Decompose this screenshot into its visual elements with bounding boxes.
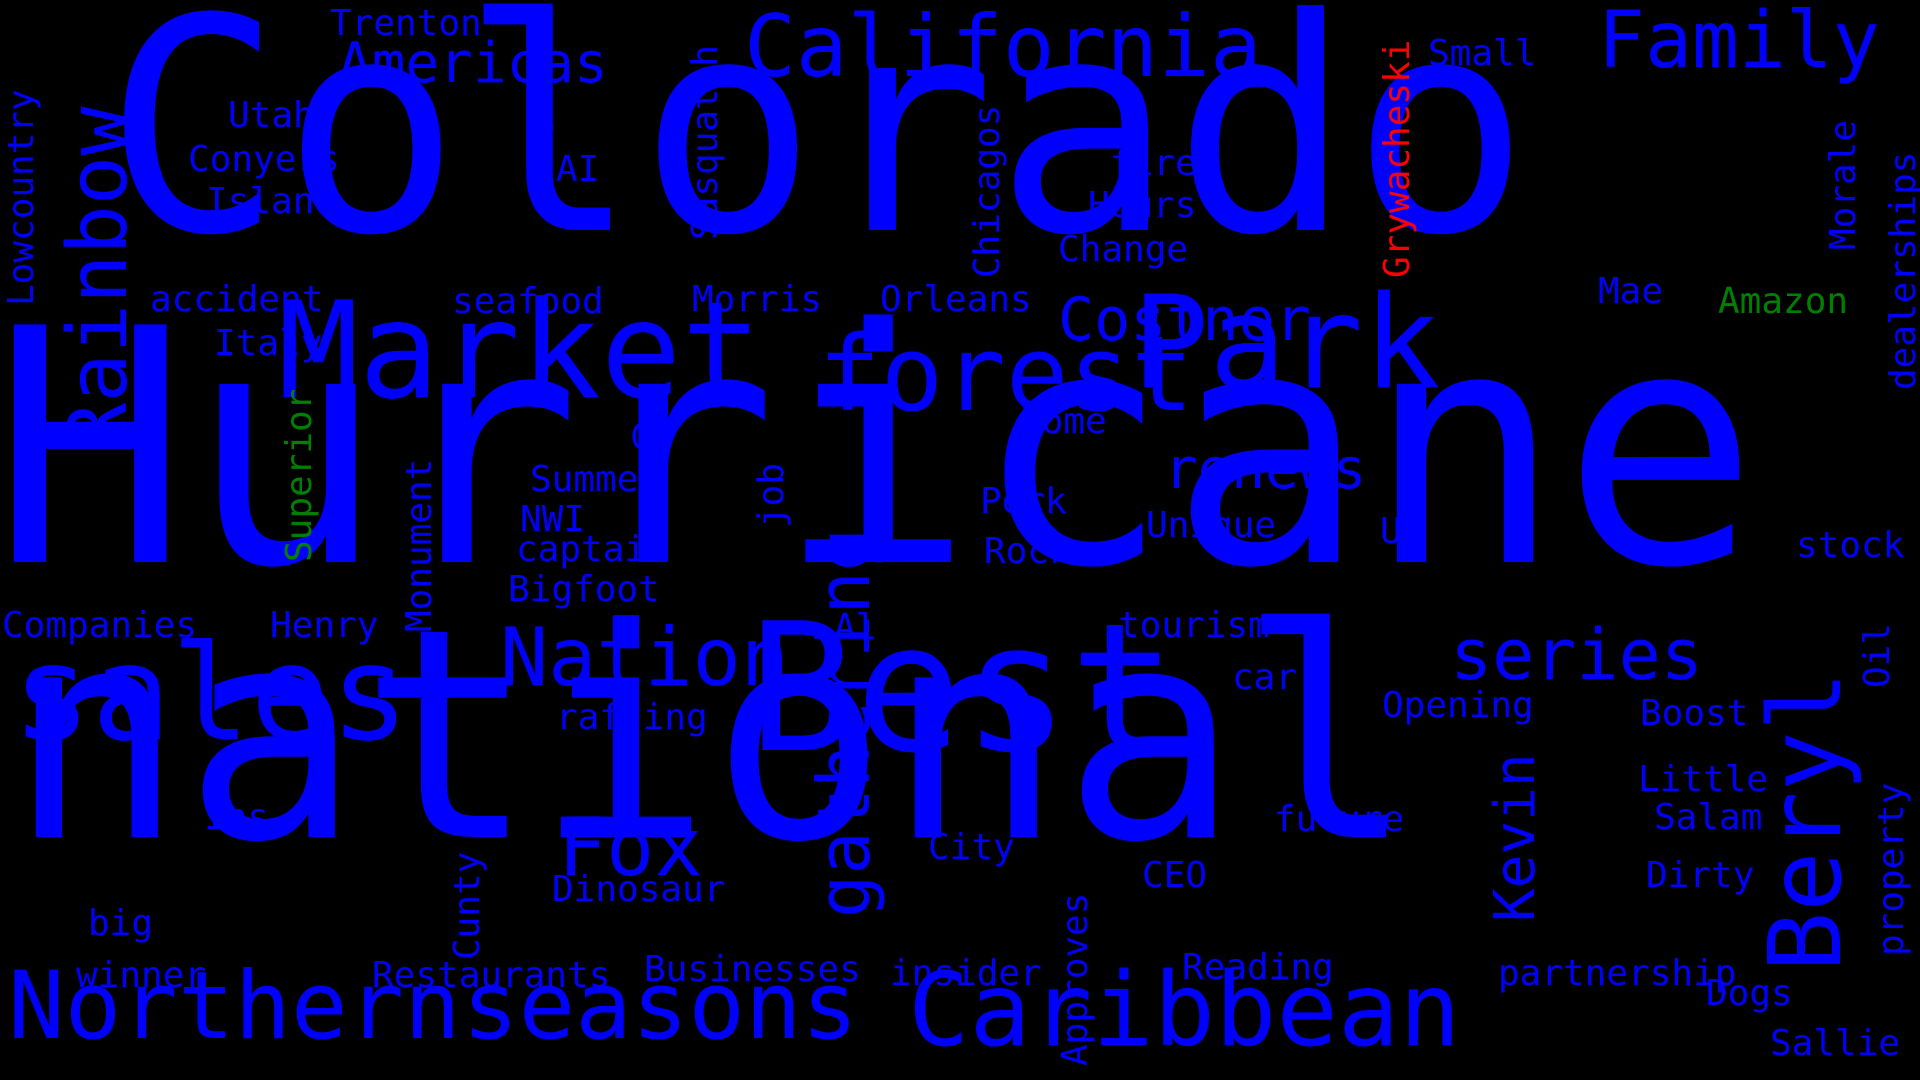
word-national: national: [8, 566, 1415, 906]
word-grywacheski: Grywacheski: [1377, 39, 1418, 278]
word-italy: Italy: [214, 323, 323, 364]
word-kevin: Kevin: [1483, 753, 1548, 922]
word-chicagos: Chicagos: [967, 104, 1008, 278]
word-orleans: Orleans: [880, 279, 1032, 320]
word-oil: Oil: [1857, 622, 1898, 688]
word-amazon: Amazon: [1718, 281, 1849, 322]
word-island: Island: [206, 181, 337, 222]
word-ai: AI: [556, 149, 600, 190]
word-ceo: CEO: [1142, 855, 1208, 896]
word-big: big: [88, 903, 154, 944]
word-property: property: [1871, 782, 1912, 956]
word-monument: Monument: [399, 458, 440, 632]
word-job: job: [751, 462, 792, 528]
word-businesses: Businesses: [644, 949, 861, 990]
word-restaurants: Restaurants: [372, 955, 611, 996]
word-mae: Mae: [1598, 271, 1664, 312]
word-beryl: Beryl: [1747, 670, 1864, 972]
word-best: Best: [748, 585, 1177, 792]
word-fire: fire: [1110, 143, 1197, 184]
word-series: series: [1450, 614, 1703, 696]
word-tourism: tourism: [1118, 605, 1270, 646]
word-u: U: [1380, 511, 1402, 552]
word-seasons: seasons: [462, 952, 859, 1061]
word-dirty: Dirty: [1646, 855, 1755, 896]
word-companies: Companies: [2, 605, 198, 646]
word-small: Small: [1428, 33, 1537, 74]
word-gathering: gathering: [802, 527, 886, 918]
word-approves: Approves: [1055, 892, 1096, 1066]
word-future: future: [1274, 799, 1405, 840]
word-superior: Superior: [279, 388, 320, 562]
word-family: Family: [1598, 0, 1880, 86]
word-ct: CT: [630, 417, 674, 458]
word-perk: Perk: [980, 481, 1067, 522]
word-change: Change: [1058, 229, 1189, 270]
word-conyers: Conyers: [188, 139, 340, 180]
word-americas: Americas: [338, 31, 608, 96]
word-partnership: partnership: [1498, 953, 1737, 994]
word-boost: Boost: [1640, 693, 1749, 734]
word-fox: Fox: [558, 801, 703, 894]
word-nwi: NWI: [520, 499, 586, 540]
word-trenton: Trenton: [330, 3, 482, 44]
word-captain: captain: [516, 529, 668, 570]
word-lowcountry: Lowcountry: [1, 89, 42, 306]
word-colorado: Colorado: [104, 0, 1530, 300]
word-al: Al: [834, 607, 878, 648]
word-ins: Ins: [204, 797, 270, 838]
word-forest: forest: [818, 313, 1194, 435]
word-unique: Unique: [1146, 505, 1277, 546]
word-california: California: [744, 0, 1262, 97]
word-s: S: [534, 103, 556, 144]
word-utah: Utah: [228, 95, 315, 136]
word-dealerships: dealerships: [1883, 151, 1920, 390]
word-hurricane: Hurricane: [0, 259, 1759, 639]
word-insider: insider: [890, 953, 1042, 994]
word-renews: renews: [1164, 437, 1367, 502]
word-accident: accident: [150, 279, 324, 320]
word-reading: Reading: [1182, 947, 1334, 988]
word-hours: Hours: [1088, 185, 1197, 226]
word-home: home: [1020, 401, 1107, 442]
word-sales: sales: [12, 617, 410, 771]
word-winner: winner: [76, 955, 207, 996]
word-nation: Nation: [500, 611, 789, 704]
word-seafood: seafood: [452, 281, 604, 322]
word-opening: Opening: [1382, 685, 1534, 726]
word-sallie: Sallie: [1770, 1023, 1901, 1064]
word-northern: Northern: [8, 952, 461, 1061]
word-summer: Summer: [530, 459, 661, 500]
word-rock: Rock: [984, 531, 1071, 572]
word-dogs: Dogs: [1706, 973, 1793, 1014]
word-little: Little: [1638, 759, 1769, 800]
word-cunty: Cunty: [447, 851, 488, 960]
word-rafting: rafting: [556, 697, 708, 738]
word-salam: Salam: [1654, 797, 1763, 838]
word-morris: Morris: [692, 279, 823, 320]
word-caribbean: Caribbean: [908, 951, 1461, 1070]
word-rainbow: Rainbow: [51, 106, 146, 452]
word-market: Market: [278, 273, 763, 429]
word-costner: Costner: [1058, 285, 1311, 355]
word-city: City: [928, 827, 1015, 868]
word-park: Park: [1132, 269, 1441, 418]
word-morale: Morale: [1823, 119, 1864, 250]
word-bigfoot: Bigfoot: [508, 569, 660, 610]
word-sasquatch: Sasquatch: [685, 44, 726, 240]
word-henry: Henry: [270, 605, 379, 646]
word-car: car: [1232, 657, 1298, 698]
word-stock: stock: [1796, 525, 1905, 566]
word-dinosaur: Dinosaur: [552, 869, 726, 910]
